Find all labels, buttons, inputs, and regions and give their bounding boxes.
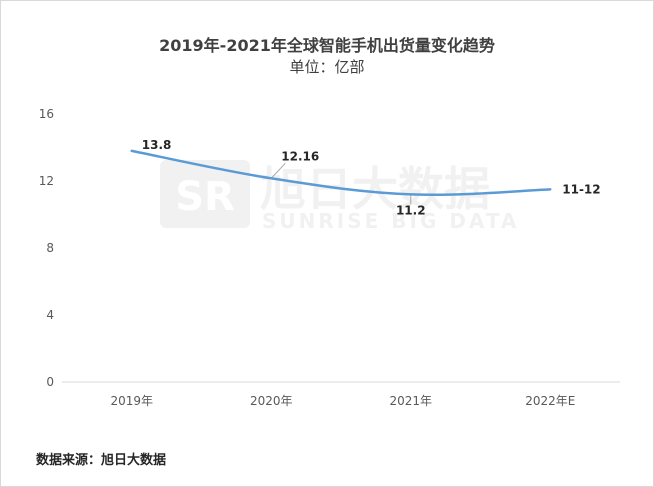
- y-tick-label: 12: [39, 174, 54, 188]
- x-tick-label: 2020年: [250, 394, 293, 408]
- y-axis: 0 4 8 12 16: [39, 107, 54, 389]
- watermark-cn: 旭日大数据: [260, 162, 490, 216]
- x-tick-label: 2022年E: [525, 394, 575, 408]
- data-label: 12.16: [281, 149, 319, 163]
- chart-subtitle: 单位：亿部: [289, 58, 365, 76]
- watermark-logo-text: SR: [175, 174, 235, 220]
- series-line: [130, 149, 552, 197]
- y-tick-label: 8: [46, 241, 54, 255]
- x-tick-label: 2021年: [389, 394, 432, 408]
- y-tick-label: 0: [46, 375, 54, 389]
- data-label: 11.2: [396, 203, 426, 217]
- x-axis: 2019年 2020年 2021年 2022年E: [110, 394, 575, 408]
- label-leaders: [270, 162, 412, 205]
- data-label: 13.8: [142, 138, 172, 152]
- source-note: 数据来源：旭日大数据: [36, 453, 167, 468]
- label-leader-line: [270, 162, 286, 179]
- watermark-logo: [160, 160, 250, 228]
- x-tick-label: 2019年: [110, 394, 153, 408]
- data-labels: 13.8 12.16 11.2 11-12: [142, 138, 601, 218]
- chart-title: 2019年-2021年全球智能手机出货量变化趋势: [159, 36, 495, 55]
- y-tick-label: 16: [39, 107, 54, 121]
- watermark-en: SUNRISE BIG DATA: [262, 209, 519, 233]
- watermark: SR 旭日大数据 SUNRISE BIG DATA: [160, 160, 519, 233]
- y-tick-label: 4: [46, 308, 54, 322]
- data-label: 11-12: [562, 182, 600, 196]
